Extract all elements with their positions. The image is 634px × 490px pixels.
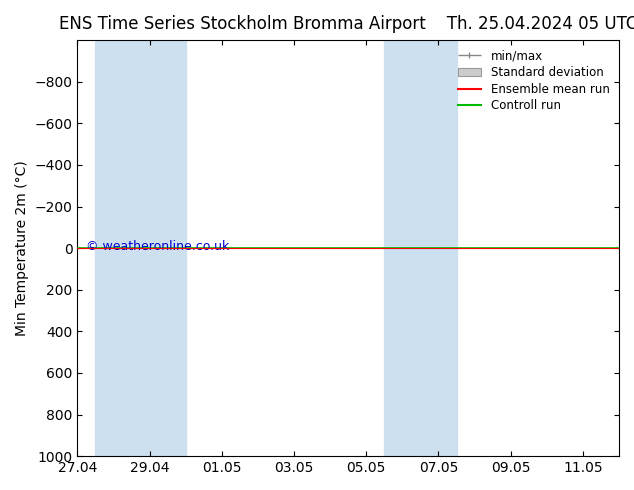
Text: © weatheronline.co.uk: © weatheronline.co.uk <box>86 240 229 252</box>
Bar <box>150 40 186 456</box>
Bar <box>384 40 420 456</box>
Y-axis label: Min Temperature 2m (°C): Min Temperature 2m (°C) <box>15 160 29 336</box>
Bar <box>420 40 456 456</box>
Title: ENS Time Series Stockholm Bromma Airport    Th. 25.04.2024 05 UTC: ENS Time Series Stockholm Bromma Airport… <box>59 15 634 33</box>
Legend: min/max, Standard deviation, Ensemble mean run, Controll run: min/max, Standard deviation, Ensemble me… <box>453 45 614 117</box>
Bar <box>96 40 150 456</box>
